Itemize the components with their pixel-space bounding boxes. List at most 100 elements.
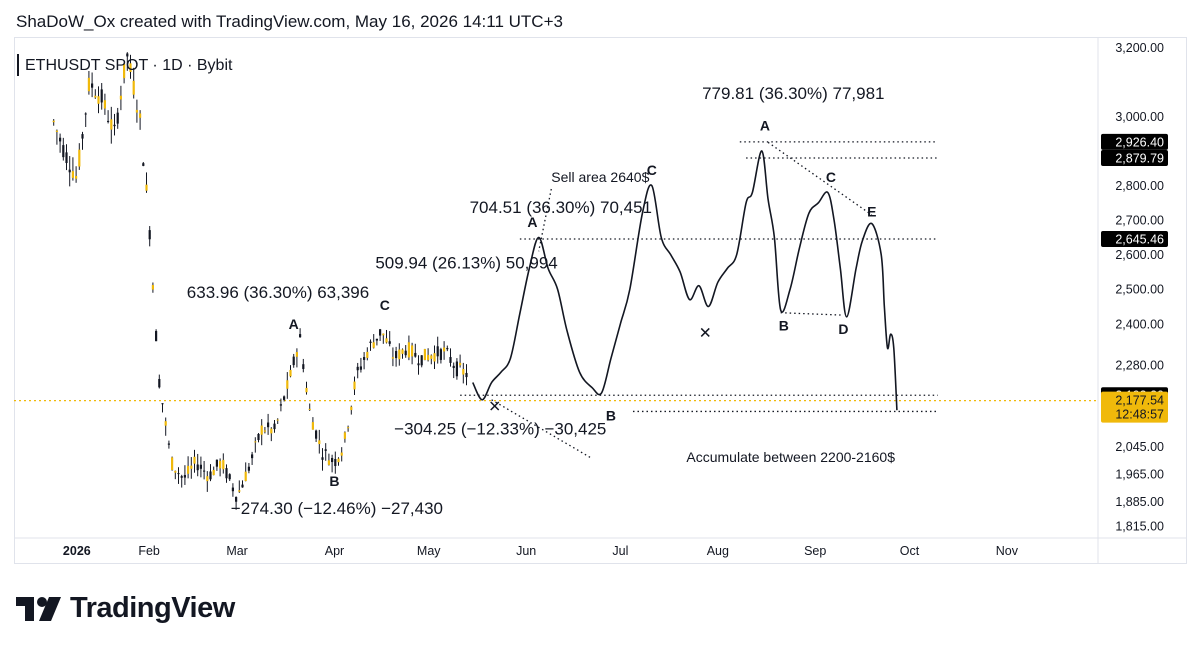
candle-body xyxy=(385,338,388,343)
candle-body xyxy=(97,96,100,104)
candle-body xyxy=(254,441,257,443)
candle-body xyxy=(295,352,299,357)
candle-body xyxy=(327,460,331,465)
candle-body xyxy=(263,430,267,432)
candle-body xyxy=(167,443,171,445)
candle-body xyxy=(68,169,71,173)
wave-label: B xyxy=(779,318,789,334)
annotation-text: 704.51 (36.30%) 70,451 xyxy=(470,198,652,217)
wave-label: A xyxy=(760,117,770,133)
candle-body xyxy=(235,497,238,502)
x-mark-stroke xyxy=(700,327,710,337)
candle-body xyxy=(388,341,391,344)
candle-body xyxy=(241,484,244,488)
candle-body xyxy=(446,348,449,350)
candle-body xyxy=(382,333,385,336)
candle-body xyxy=(247,466,251,471)
candle-body xyxy=(123,63,126,79)
candle-body xyxy=(462,368,465,375)
candle-body xyxy=(142,163,145,166)
candle-body xyxy=(238,490,241,492)
candle-body xyxy=(286,380,289,389)
candle-body xyxy=(81,134,84,139)
annotation-text: Sell area 2640$ xyxy=(551,169,649,185)
candle-body xyxy=(350,406,353,411)
dotted-connector xyxy=(767,141,873,216)
candle-body xyxy=(273,423,276,430)
candle-body xyxy=(113,124,116,127)
candle-body xyxy=(190,465,193,469)
price-tag-label: 2,879.79 xyxy=(1115,152,1164,166)
candle-body xyxy=(420,355,423,366)
y-tick-label: 2,400.00 xyxy=(1115,317,1164,331)
candle-body xyxy=(366,351,369,358)
candle-body xyxy=(302,364,305,369)
candle-body xyxy=(439,349,443,360)
candle-body xyxy=(359,366,363,370)
candle-body xyxy=(180,476,183,478)
candle-body xyxy=(433,353,436,362)
candle-body xyxy=(222,459,225,470)
tradingview-logo[interactable]: TradingView xyxy=(16,592,235,625)
x-mark xyxy=(490,401,500,411)
wave-label: A xyxy=(527,214,537,230)
candle-body xyxy=(215,459,219,467)
y-tick-label: 2,800.00 xyxy=(1115,179,1164,193)
candle-body xyxy=(324,449,327,451)
candle-body xyxy=(455,361,459,377)
candle-body xyxy=(321,457,324,460)
x-tick-label: Jul xyxy=(612,544,628,558)
candle-body xyxy=(423,349,427,360)
candle-body xyxy=(231,487,235,492)
candle-body xyxy=(187,465,190,474)
candle-body xyxy=(94,95,97,98)
countdown-label: 12:48:57 xyxy=(1115,408,1164,422)
candle-body xyxy=(436,346,439,357)
candle-body xyxy=(91,83,94,88)
candle-body xyxy=(452,365,455,369)
wave-label: D xyxy=(838,321,848,337)
candle-body xyxy=(347,427,350,429)
candle-body xyxy=(270,428,273,434)
x-tick-label: Aug xyxy=(707,544,729,558)
candle-body xyxy=(443,347,446,352)
candle-body xyxy=(78,149,81,167)
candle-body xyxy=(132,80,135,95)
dotted-connectors xyxy=(491,141,873,460)
annotation-text: −304.25 (−12.33%) −30,425 xyxy=(394,419,606,438)
candle-body xyxy=(375,338,379,341)
price-axis: 3,200.00 3,000.00 2,800.00 2,700.00 2,600.00… xyxy=(1097,37,1168,563)
wave-label: B xyxy=(606,408,616,424)
candle-body xyxy=(260,425,263,435)
candle-body xyxy=(356,366,359,371)
candle-body xyxy=(414,352,417,357)
x-mark xyxy=(700,327,710,337)
annotation-text: 633.96 (36.30%) 63,396 xyxy=(187,283,369,302)
x-marks xyxy=(490,327,710,411)
candle-body xyxy=(145,184,148,191)
current-price-tag-bg xyxy=(1101,391,1168,423)
chart-header: ShaDoW_Ox created with TradingView.com, … xyxy=(16,12,563,31)
candle-body xyxy=(465,372,468,378)
price-tag: 2,926.40 xyxy=(1101,133,1168,150)
candle-body xyxy=(116,112,119,124)
symbol-legend-bar xyxy=(17,54,19,76)
candle-body xyxy=(155,331,158,342)
wave-label: C xyxy=(647,162,657,178)
price-tag: 2,645.46 xyxy=(1101,230,1168,247)
candle-body xyxy=(148,230,151,240)
candle-body xyxy=(107,120,110,122)
candle-body xyxy=(459,362,462,366)
candle-body xyxy=(369,341,372,343)
candle-body xyxy=(449,357,452,363)
price-tag: 2,879.79 xyxy=(1101,150,1168,167)
candle-body xyxy=(318,440,321,445)
horizontal-levels xyxy=(14,141,1098,413)
candle-body xyxy=(353,381,356,390)
y-tick-label: 3,000.00 xyxy=(1115,110,1164,124)
candle-body xyxy=(196,464,199,471)
candle-body xyxy=(398,349,401,360)
candle-body xyxy=(372,342,375,348)
candle-body xyxy=(279,404,283,406)
